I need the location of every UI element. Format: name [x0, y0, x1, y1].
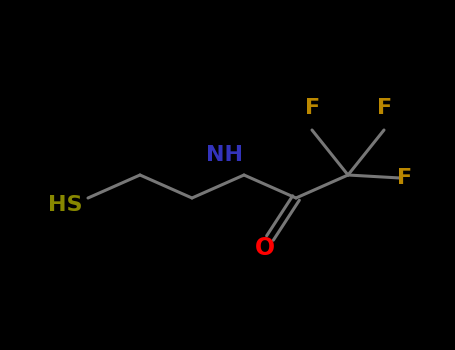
Text: F: F: [397, 168, 413, 188]
Text: F: F: [305, 98, 321, 118]
Text: HS: HS: [48, 195, 82, 215]
Text: F: F: [378, 98, 393, 118]
Text: NH: NH: [207, 145, 243, 165]
Text: O: O: [255, 236, 275, 260]
